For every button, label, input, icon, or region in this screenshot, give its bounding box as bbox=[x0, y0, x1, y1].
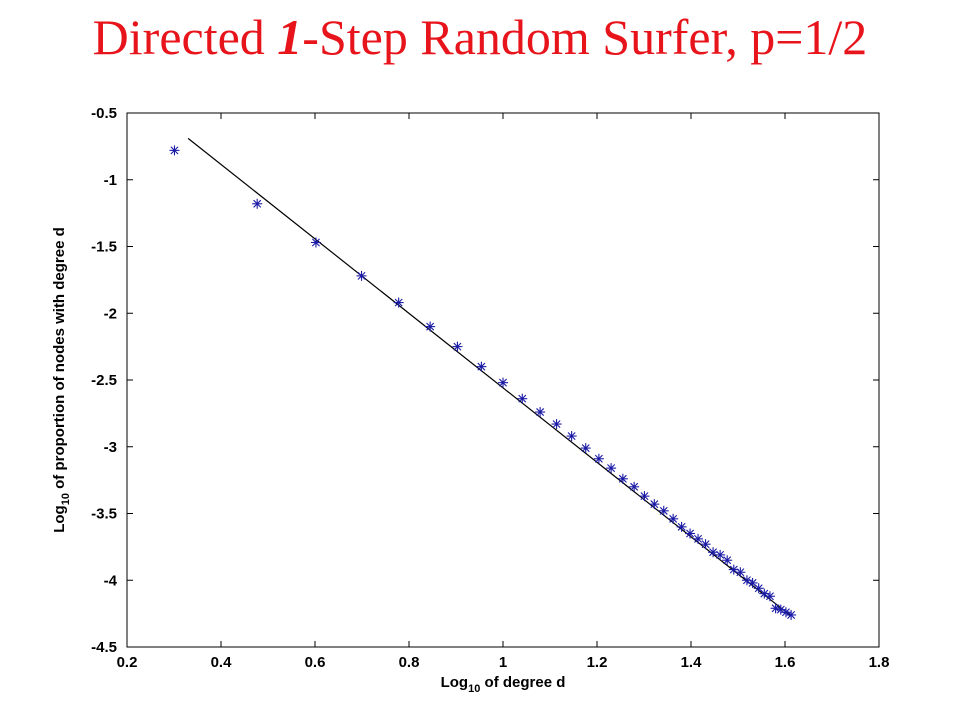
data-point-marker bbox=[708, 547, 719, 558]
x-axis-label-rest: of degree d bbox=[480, 674, 565, 691]
data-point-marker bbox=[535, 407, 546, 418]
data-point-marker bbox=[780, 607, 791, 618]
y-tick-label: -2 bbox=[104, 305, 117, 322]
y-tick-label: -2.5 bbox=[91, 372, 117, 389]
x-tick-label: 0.4 bbox=[211, 654, 233, 671]
data-point-marker bbox=[393, 297, 404, 308]
data-point-marker bbox=[629, 481, 640, 492]
x-tick-label: 1.4 bbox=[681, 654, 703, 671]
title-prefix: Directed bbox=[92, 9, 278, 65]
y-tick-label: -3.5 bbox=[91, 506, 117, 523]
data-point-marker bbox=[668, 513, 679, 524]
x-axis-label: Log10 of degree d bbox=[441, 674, 566, 695]
x-axis-label-base: Log bbox=[441, 674, 469, 691]
y-axis-label-rest: of proportion of nodes with degree d bbox=[51, 227, 68, 493]
y-tick-label: -1.5 bbox=[91, 239, 117, 256]
data-point-marker bbox=[517, 393, 528, 404]
x-tick-label: 1 bbox=[499, 654, 507, 671]
data-point-marker bbox=[476, 361, 487, 372]
data-point-marker bbox=[580, 443, 591, 454]
data-point-marker bbox=[617, 473, 628, 484]
data-point-marker bbox=[700, 539, 711, 550]
x-tick-label: 0.2 bbox=[117, 654, 138, 671]
data-point-marker bbox=[685, 528, 696, 539]
data-point-marker bbox=[786, 609, 797, 620]
data-point-marker bbox=[649, 499, 660, 510]
y-tick-label: -0.5 bbox=[91, 105, 117, 122]
data-point-marker bbox=[425, 321, 436, 332]
x-tick-label: 0.8 bbox=[399, 654, 420, 671]
y-tick-label: -4 bbox=[104, 572, 118, 589]
data-point-marker bbox=[606, 463, 617, 474]
data-point-marker bbox=[693, 533, 704, 544]
x-tick-label: 1.6 bbox=[775, 654, 796, 671]
y-axis-label-base: Log bbox=[51, 505, 68, 533]
data-point-marker bbox=[764, 591, 775, 602]
data-point-marker bbox=[566, 431, 577, 442]
data-markers-layer bbox=[169, 145, 797, 620]
fit-line-layer bbox=[187, 137, 791, 616]
data-point-marker bbox=[551, 419, 562, 430]
y-tick-label: -3 bbox=[104, 439, 117, 456]
data-point-marker bbox=[452, 341, 463, 352]
data-point-marker bbox=[735, 567, 746, 578]
y-tick-label: -4.5 bbox=[91, 639, 117, 656]
x-tick-label: 1.2 bbox=[587, 654, 608, 671]
data-point-marker bbox=[169, 145, 180, 156]
data-point-marker bbox=[356, 270, 367, 281]
slide-title: Directed 1-Step Random Surfer, p=1/2 bbox=[0, 4, 960, 70]
x-tick-label: 0.6 bbox=[305, 654, 326, 671]
data-point-marker bbox=[252, 198, 263, 209]
title-suffix: -Step Random Surfer, p=1/2 bbox=[302, 9, 868, 65]
data-point-marker bbox=[498, 377, 508, 388]
data-point-marker bbox=[715, 549, 726, 560]
y-axis-label-subscript: 10 bbox=[60, 493, 72, 505]
data-point-marker bbox=[753, 583, 764, 594]
data-point-marker bbox=[775, 604, 786, 615]
fit-line bbox=[187, 137, 791, 616]
y-axis-label: Log10 of proportion of nodes with degree… bbox=[51, 227, 72, 533]
data-point-marker bbox=[658, 505, 669, 516]
data-point-marker bbox=[676, 521, 687, 532]
data-point-marker bbox=[722, 555, 733, 566]
y-tick-label: -1 bbox=[104, 172, 117, 189]
title-emphasis: 1 bbox=[277, 9, 303, 65]
data-point-marker bbox=[593, 453, 604, 464]
x-axis-label-subscript: 10 bbox=[468, 683, 480, 695]
y-axis-ticks: -0.5 -1 -1.5 -2 -2.5 -3 -3.5 -4 -4.5 bbox=[91, 105, 879, 656]
data-point-marker bbox=[310, 237, 321, 248]
x-axis-ticks: 0.2 0.4 0.6 0.8 1 1.2 1.4 1.6 1.8 bbox=[117, 113, 890, 671]
data-point-marker bbox=[639, 491, 650, 502]
x-tick-label: 1.8 bbox=[869, 654, 890, 671]
